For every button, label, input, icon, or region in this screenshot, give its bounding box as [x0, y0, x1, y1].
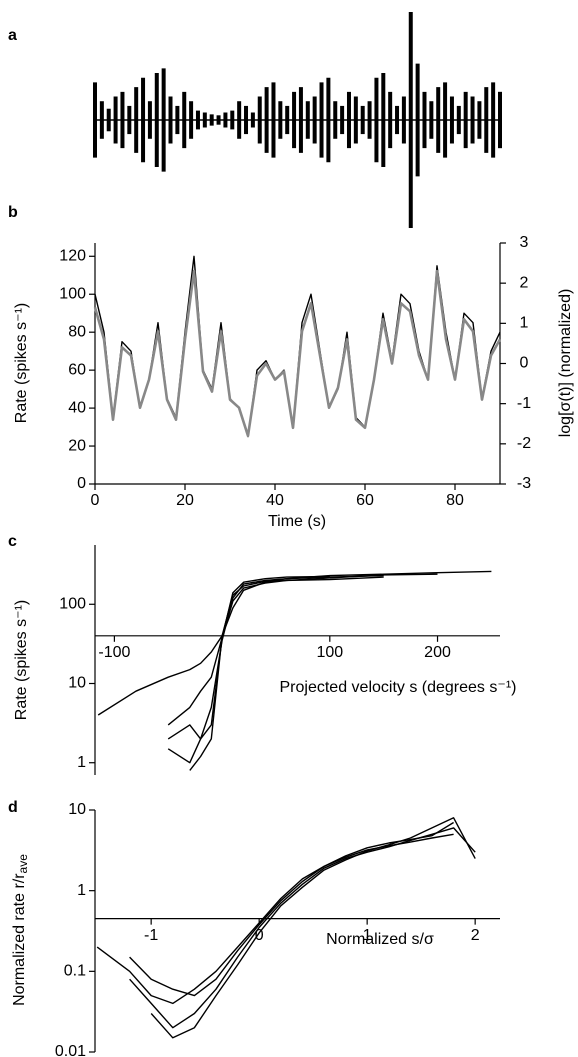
- x-tick-label: 2: [471, 927, 480, 944]
- x-axis-label: Normalized s/σ: [326, 931, 434, 948]
- y-tick-label: 40: [68, 399, 86, 416]
- y-tick-label: 100: [59, 595, 86, 612]
- y-tick-label: 1: [77, 882, 86, 899]
- panel-label: b: [8, 204, 18, 221]
- x-tick-label: 0: [255, 927, 264, 944]
- y2-tick-label: 2: [520, 274, 529, 291]
- x-tick-label: -100: [98, 644, 130, 661]
- series-line: [189, 573, 438, 771]
- x-tick-label: 20: [176, 492, 194, 509]
- x-tick-label: 0: [91, 492, 100, 509]
- y-tick-label: 1: [77, 754, 86, 771]
- y2-axis-label: log[σ(t)] (normalized): [557, 289, 574, 438]
- x-tick-label: 100: [316, 644, 343, 661]
- x-tick-label: 1: [363, 927, 372, 944]
- series-line: [167, 576, 384, 726]
- y-tick-label: 100: [59, 285, 86, 302]
- y-axis-label: Rate (spikes s⁻¹): [13, 303, 30, 423]
- y2-tick-label: -1: [517, 395, 531, 412]
- y-axis-label: Normalized rate r/rave: [11, 854, 30, 1006]
- x-axis-label: Time (s): [268, 513, 326, 530]
- panel-label: a: [8, 27, 17, 44]
- y2-tick-label: 1: [520, 315, 529, 332]
- series-line: [167, 574, 384, 740]
- x-axis-label: Projected velocity s (degrees s⁻¹): [280, 679, 517, 696]
- y-axis-label-subscript: ave: [16, 854, 30, 874]
- series-line: [93, 269, 502, 438]
- panel-label: d: [8, 799, 18, 816]
- y-tick-label: 0.1: [64, 963, 86, 980]
- y2-tick-label: 3: [520, 234, 529, 251]
- y2-tick-label: -2: [517, 435, 531, 452]
- y2-tick-label: 0: [520, 355, 529, 372]
- y-axis-label-text: Normalized rate r/r: [11, 873, 28, 1006]
- x-tick-label: 40: [266, 492, 284, 509]
- x-tick-label: 200: [424, 644, 451, 661]
- series-line: [167, 575, 330, 764]
- series-line: [129, 821, 454, 997]
- y-tick-label: 20: [68, 437, 86, 454]
- y-tick-label: 80: [68, 323, 86, 340]
- series-line: [97, 570, 492, 716]
- y-tick-label: 0.01: [55, 1043, 86, 1057]
- y-tick-label: 10: [68, 801, 86, 818]
- y-tick-label: 10: [68, 675, 86, 692]
- x-tick-label: 60: [356, 492, 374, 509]
- series-line: [150, 817, 476, 1039]
- y-tick-label: 0: [77, 475, 86, 492]
- panel-label: c: [8, 533, 17, 550]
- x-tick-label: -1: [144, 927, 158, 944]
- y2-tick-label: -3: [517, 475, 531, 492]
- y-tick-label: 120: [59, 248, 86, 265]
- x-tick-label: 80: [446, 492, 464, 509]
- y-axis-label: Rate (spikes s⁻¹): [13, 600, 30, 720]
- y-tick-label: 60: [68, 361, 86, 378]
